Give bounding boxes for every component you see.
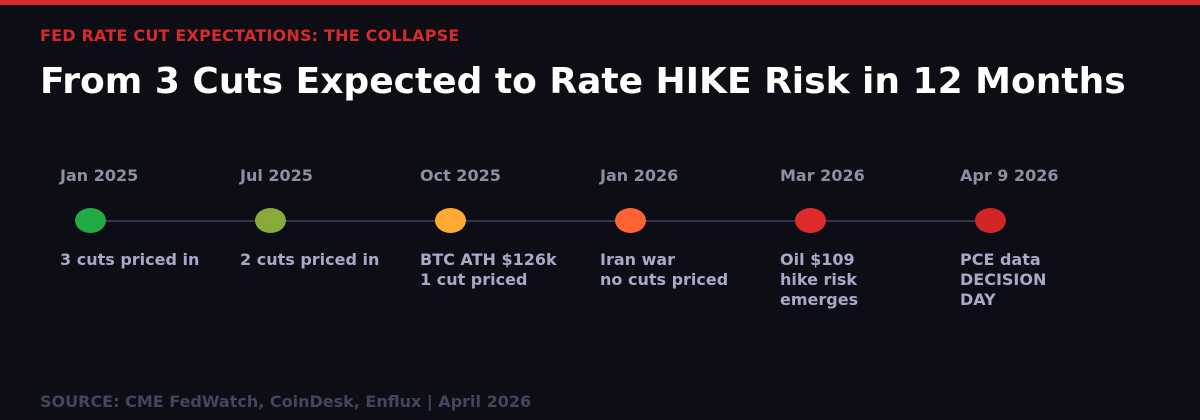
- timeline-date: Jul 2025: [240, 166, 313, 185]
- timeline-dot-icon: [435, 208, 466, 233]
- timeline-dot-icon: [75, 208, 106, 233]
- top-accent-bar: [0, 0, 1200, 5]
- timeline-description: 2 cuts priced in: [240, 250, 380, 269]
- timeline-description: Iran war no cuts priced: [600, 250, 729, 289]
- timeline-dot-icon: [255, 208, 286, 233]
- timeline-description: 3 cuts priced in: [60, 250, 200, 269]
- timeline-date: Oct 2025: [420, 166, 501, 185]
- timeline-description: Oil $109 hike risk emerges: [780, 250, 859, 309]
- timeline-dot-icon: [795, 208, 826, 233]
- timeline-date: Mar 2026: [780, 166, 865, 185]
- timeline-date: Jan 2026: [600, 166, 679, 185]
- timeline-date: Apr 9 2026: [960, 166, 1059, 185]
- source-footer: SOURCE: CME FedWatch, CoinDesk, Enflux |…: [40, 392, 532, 411]
- timeline-description: PCE data DECISION DAY: [960, 250, 1047, 309]
- kicker-label: FED RATE CUT EXPECTATIONS: THE COLLAPSE: [40, 26, 460, 45]
- timeline-date: Jan 2025: [60, 166, 139, 185]
- timeline-line: [90, 220, 990, 222]
- timeline-dot-icon: [975, 208, 1006, 233]
- timeline-dot-icon: [615, 208, 646, 233]
- page-title: From 3 Cuts Expected to Rate HIKE Risk i…: [40, 61, 1126, 102]
- timeline-description: BTC ATH $126k 1 cut priced: [420, 250, 557, 289]
